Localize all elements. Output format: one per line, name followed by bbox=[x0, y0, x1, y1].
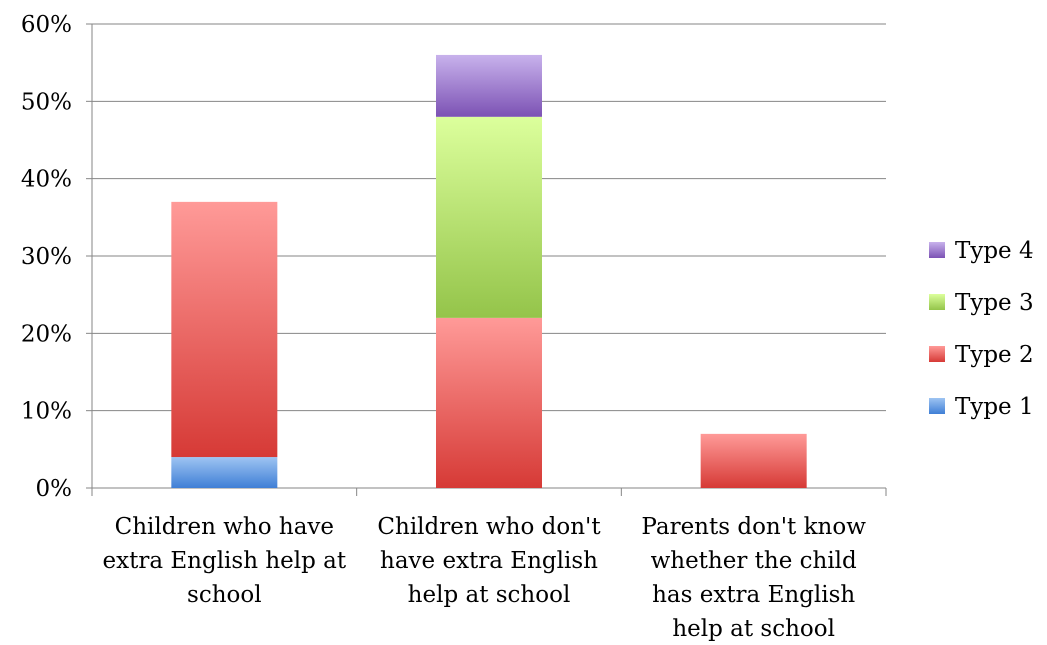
legend-label: Type 3 bbox=[955, 290, 1034, 316]
legend-swatch bbox=[929, 242, 945, 258]
legend-label: Type 4 bbox=[955, 238, 1034, 264]
legend-label: Type 2 bbox=[955, 342, 1034, 368]
legend-swatch bbox=[929, 294, 945, 310]
y-tick-label: 0% bbox=[36, 476, 73, 502]
legend-swatch bbox=[929, 346, 945, 362]
bar-segment-type-4 bbox=[436, 54, 542, 117]
legend: Type 4 Type 3 Type 2 Type 1 bbox=[929, 238, 1034, 420]
bar-segment-type-2 bbox=[436, 317, 542, 488]
bar-segment-type-2 bbox=[171, 201, 278, 458]
y-tick-label: 30% bbox=[21, 244, 72, 270]
bar-segment-type-3 bbox=[436, 116, 542, 318]
x-category-label: Parents don't know whether the child has e… bbox=[641, 514, 866, 642]
bar-segment-type-1 bbox=[171, 457, 278, 488]
legend-swatch bbox=[929, 398, 945, 414]
y-axis-tick-labels: 0% 10% 20% 30% 40% 50% 60% bbox=[21, 12, 72, 502]
y-tick-label: 10% bbox=[21, 399, 72, 425]
legend-label: Type 1 bbox=[955, 394, 1034, 420]
bar-segment-type-2 bbox=[700, 433, 807, 488]
x-axis-category-labels: Children who have extra English help at sc… bbox=[103, 514, 867, 642]
y-tick-label: 20% bbox=[21, 321, 72, 347]
x-category-label: Children who have extra English help at sc… bbox=[103, 514, 347, 608]
bars bbox=[171, 54, 807, 488]
y-tick-label: 50% bbox=[21, 89, 72, 115]
y-tick-label: 60% bbox=[21, 12, 72, 38]
y-tick-label: 40% bbox=[21, 167, 72, 193]
x-category-label: Children who don't have extra English help… bbox=[377, 514, 601, 608]
